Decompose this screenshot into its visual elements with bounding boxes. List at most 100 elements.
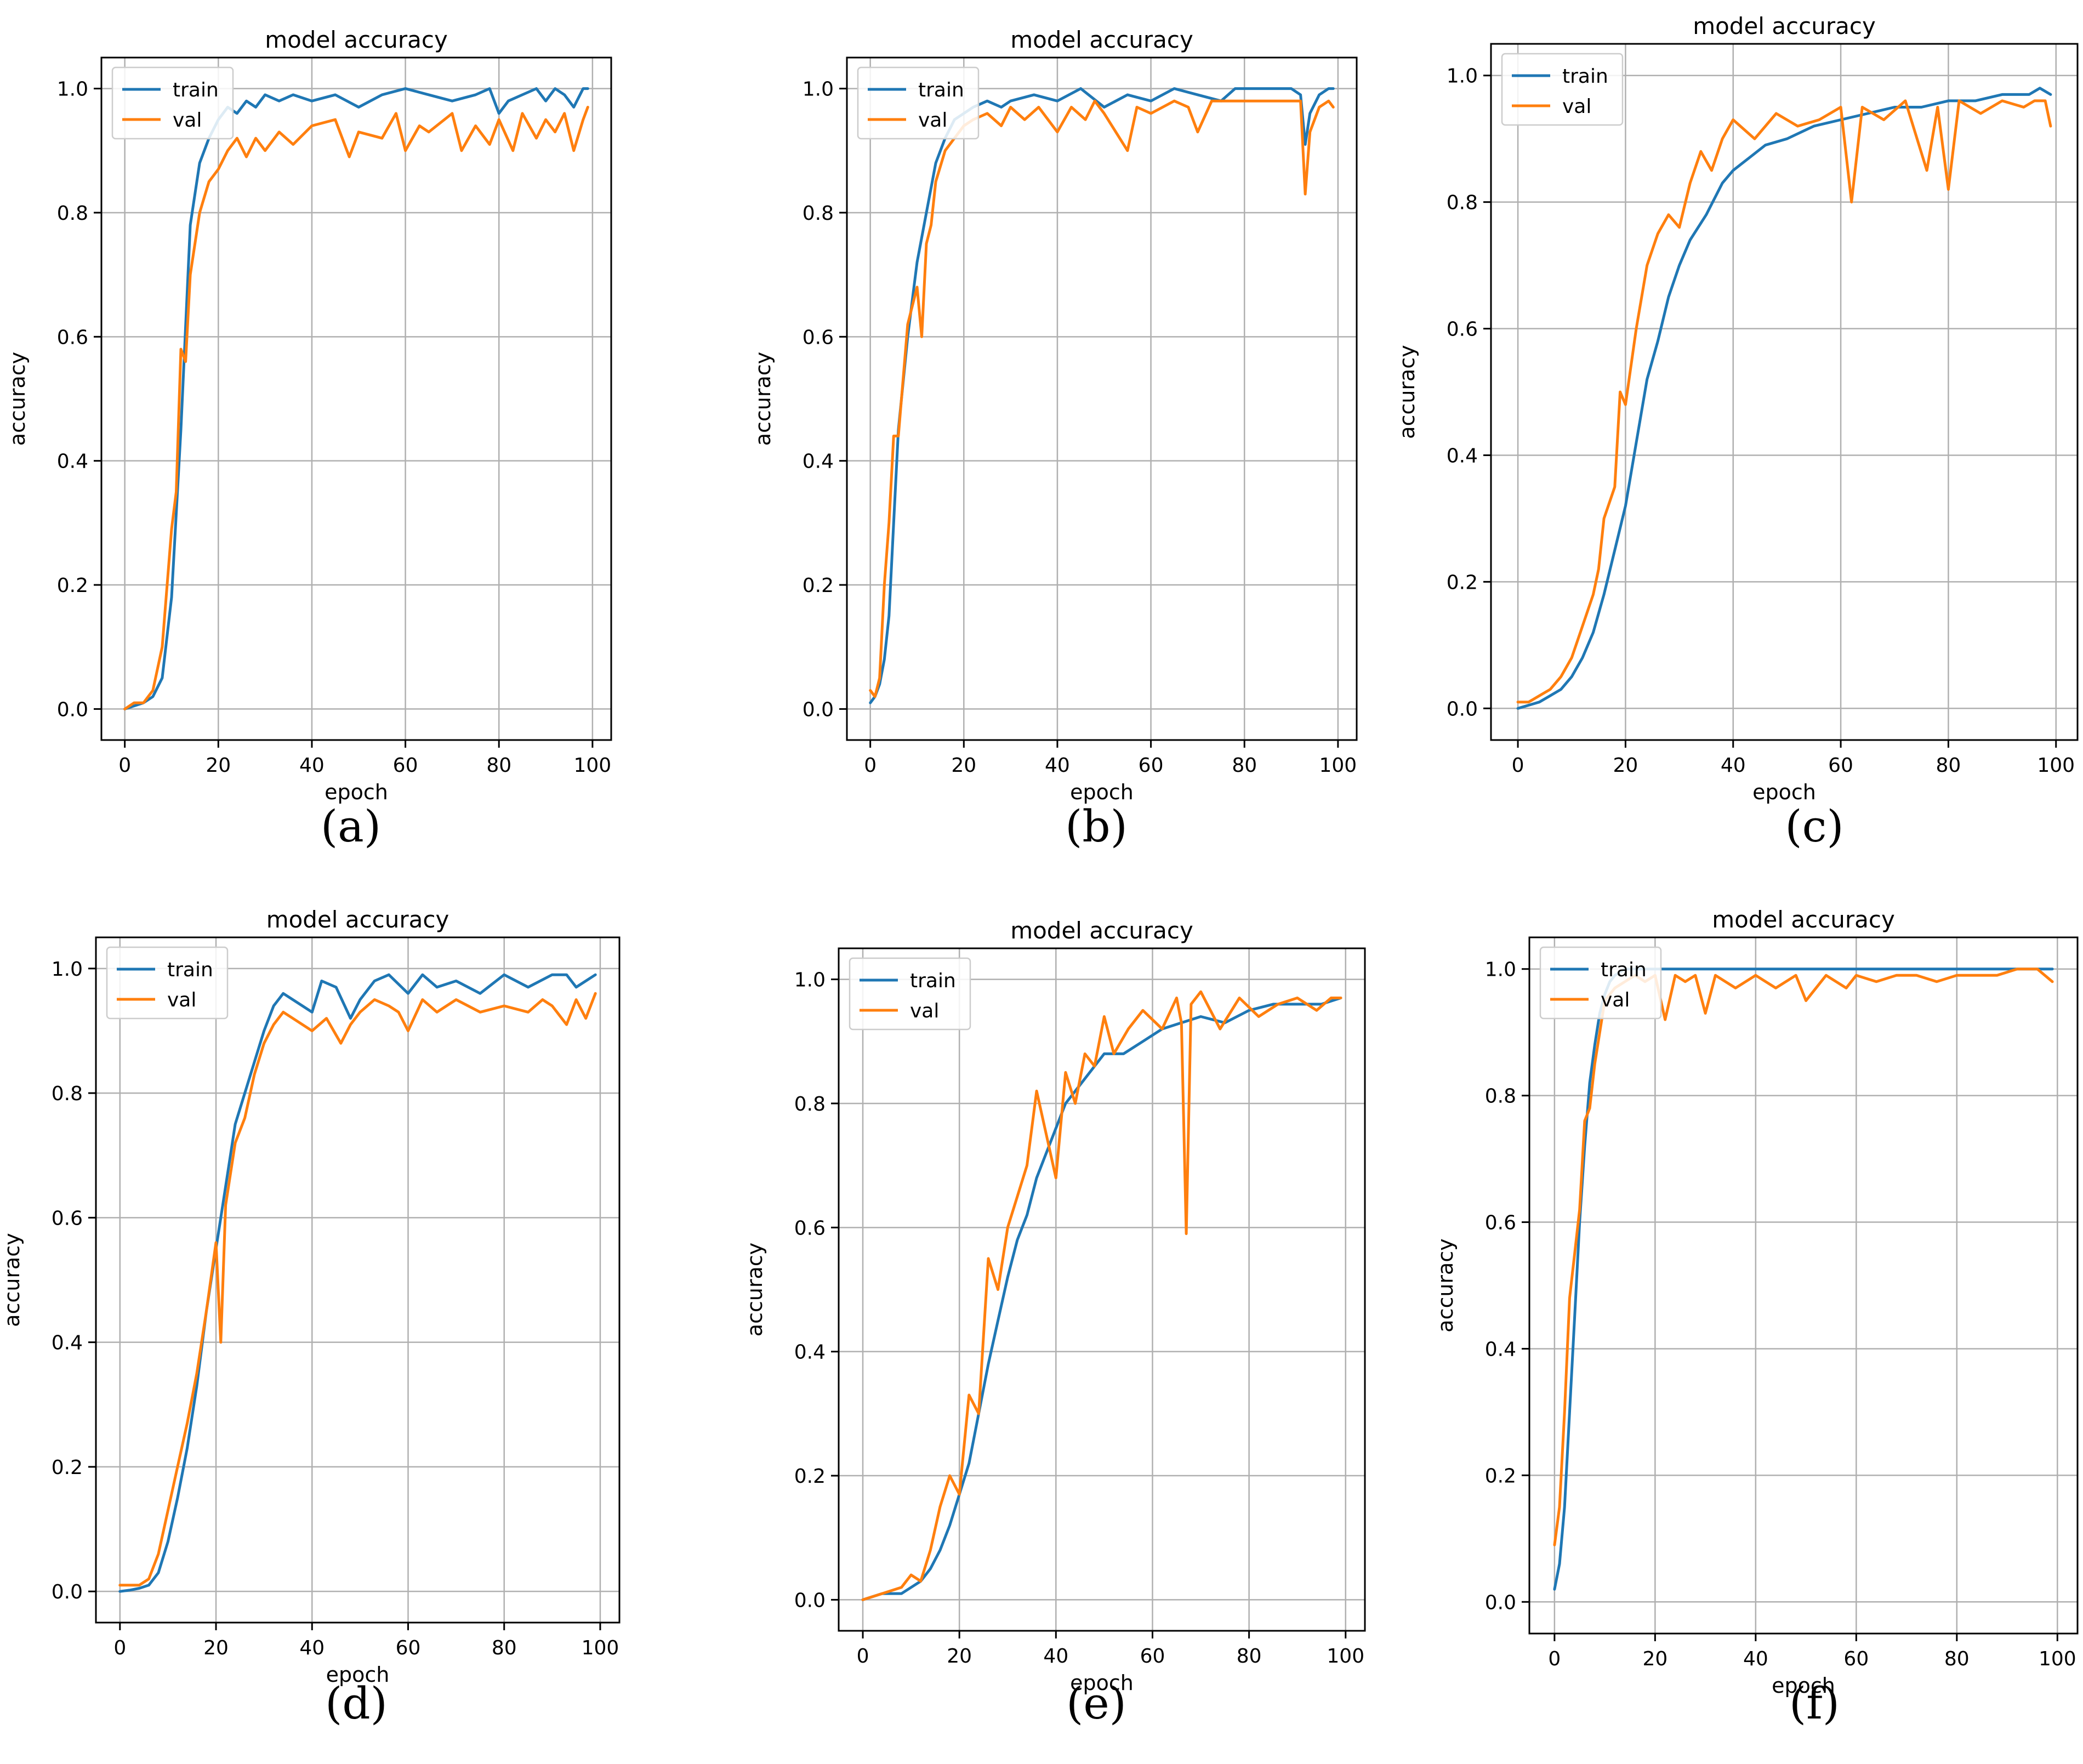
series-line-val xyxy=(118,992,597,1587)
x-tick-label: 80 xyxy=(486,754,511,777)
x-tick-label: 20 xyxy=(203,1637,229,1659)
y-tick-label: 0.0 xyxy=(794,1589,826,1612)
axes-frame xyxy=(95,936,621,1624)
x-tick-label: 20 xyxy=(947,1645,972,1668)
panel-caption: (f) xyxy=(1789,1678,1840,1729)
chart-title: model accuracy xyxy=(1010,917,1193,944)
plot-area xyxy=(101,58,611,740)
legend-label-train: train xyxy=(1601,959,1647,981)
x-tick-label: 80 xyxy=(1232,754,1257,777)
y-tick-label: 0.8 xyxy=(52,1083,83,1105)
plot-area xyxy=(847,58,1357,740)
legend-label-train: train xyxy=(173,79,219,101)
chart-title: model accuracy xyxy=(1712,906,1895,933)
x-tick-label: 100 xyxy=(582,1637,619,1659)
series-line-train xyxy=(1516,87,2052,710)
x-tick-label: 40 xyxy=(299,754,325,777)
y-tick-label: 1.0 xyxy=(803,78,834,101)
x-tick-label: 60 xyxy=(393,754,418,777)
legend-label-val: val xyxy=(1601,989,1630,1011)
panel-caption: (e) xyxy=(1066,1678,1126,1729)
x-tick-label: 40 xyxy=(1743,1648,1768,1670)
legend-label-train: train xyxy=(1562,65,1608,88)
x-tick-label: 60 xyxy=(1140,1645,1165,1668)
x-tick-label: 0 xyxy=(1548,1648,1561,1670)
legend-label-train: train xyxy=(910,970,956,992)
x-tick-label: 100 xyxy=(1327,1645,1364,1668)
x-tick-label: 100 xyxy=(1319,754,1357,777)
x-tick-label: 40 xyxy=(1043,1645,1068,1668)
axes-frame xyxy=(838,947,1366,1632)
x-tick-label: 60 xyxy=(1828,754,1853,777)
x-tick-label: 60 xyxy=(396,1637,421,1659)
series-line-val xyxy=(1516,99,2052,704)
y-tick-label: 0.4 xyxy=(803,451,834,473)
panel-caption: (d) xyxy=(325,1678,388,1729)
y-tick-label: 1.0 xyxy=(1447,65,1478,88)
y-tick-label: 0.6 xyxy=(803,326,834,349)
x-tick-label: 0 xyxy=(113,1637,126,1659)
y-tick-label: 0.4 xyxy=(52,1332,83,1355)
chart-title: model accuracy xyxy=(1010,26,1193,53)
x-tick-label: 60 xyxy=(1139,754,1164,777)
y-tick-label: 0.4 xyxy=(57,451,88,473)
plot-area xyxy=(1529,937,2078,1634)
y-tick-label: 0.2 xyxy=(57,574,88,597)
chart-title: model accuracy xyxy=(1693,13,1876,39)
chart-panel-f: 0 20 40 60 80 100 0.0 0.2 0.4 0.6 0.8 1.0 model accu… xyxy=(1433,906,2079,1729)
y-tick-label: 0.0 xyxy=(803,698,834,721)
chart-title: model accuracy xyxy=(266,906,449,933)
series-line-train xyxy=(861,997,1342,1601)
x-tick-label: 60 xyxy=(1843,1648,1869,1670)
y-tick-label: 0.2 xyxy=(1485,1465,1516,1487)
panel-caption: (c) xyxy=(1785,801,1843,852)
x-axis-label: epoch xyxy=(325,780,388,804)
axes-frame xyxy=(1528,936,2079,1635)
y-tick-label: 0.6 xyxy=(52,1207,83,1230)
y-tick-label: 0.6 xyxy=(794,1217,826,1239)
y-tick-label: 0.0 xyxy=(1447,698,1478,720)
axes-frame xyxy=(100,56,612,741)
legend: train val xyxy=(849,957,971,1031)
y-tick-label: 0.4 xyxy=(794,1341,826,1364)
y-axis-label: accuracy xyxy=(0,1233,24,1327)
series-line-val xyxy=(1553,968,2054,1546)
series-line-val xyxy=(869,99,1335,698)
axes-frame xyxy=(1490,43,2079,741)
series-line-val xyxy=(861,990,1342,1601)
y-tick-label: 0.8 xyxy=(794,1093,826,1116)
x-tick-label: 40 xyxy=(1045,754,1070,777)
legend: train val xyxy=(857,66,980,140)
x-tick-label: 20 xyxy=(951,754,976,777)
legend-label-val: val xyxy=(910,1000,939,1022)
y-axis-label: accuracy xyxy=(1433,1238,1458,1332)
legend-label-val: val xyxy=(167,989,196,1011)
y-tick-label: 0.2 xyxy=(52,1456,83,1479)
x-tick-label: 20 xyxy=(1642,1648,1667,1670)
y-tick-label: 0.4 xyxy=(1485,1338,1516,1361)
y-tick-label: 0.2 xyxy=(1447,571,1478,594)
chart-panel-e: 0 20 40 60 80 100 0.0 0.2 0.4 0.6 0.8 1.0 model accu… xyxy=(743,917,1366,1729)
y-tick-label: 0.0 xyxy=(1485,1591,1516,1614)
legend: train val xyxy=(1501,53,1624,126)
y-axis-label: accuracy xyxy=(1395,345,1419,439)
x-axis-label: epoch xyxy=(1772,1674,1835,1698)
x-tick-label: 20 xyxy=(1613,754,1638,777)
x-tick-label: 80 xyxy=(1237,1645,1262,1668)
y-tick-label: 0.6 xyxy=(57,326,88,349)
series-line-val xyxy=(123,106,589,710)
y-tick-label: 0.0 xyxy=(57,698,88,721)
y-tick-label: 1.0 xyxy=(1485,959,1516,981)
x-tick-label: 100 xyxy=(574,754,612,777)
chart-panel-d: 0 20 40 60 80 100 0.0 0.2 0.4 0.6 0.8 1.0 model accu… xyxy=(0,906,621,1729)
x-tick-label: 100 xyxy=(2039,1648,2076,1670)
x-tick-label: 0 xyxy=(857,1645,869,1668)
y-tick-label: 1.0 xyxy=(794,969,826,992)
y-tick-label: 0.6 xyxy=(1447,318,1478,341)
chart-panel-c: 0 20 40 60 80 100 0.0 0.2 0.4 0.6 0.8 1.0 model accu… xyxy=(1395,13,2079,852)
y-tick-label: 0.8 xyxy=(1447,192,1478,214)
y-tick-label: 0.8 xyxy=(1485,1085,1516,1108)
y-tick-label: 0.6 xyxy=(1485,1212,1516,1234)
y-axis-label: accuracy xyxy=(743,1243,767,1336)
